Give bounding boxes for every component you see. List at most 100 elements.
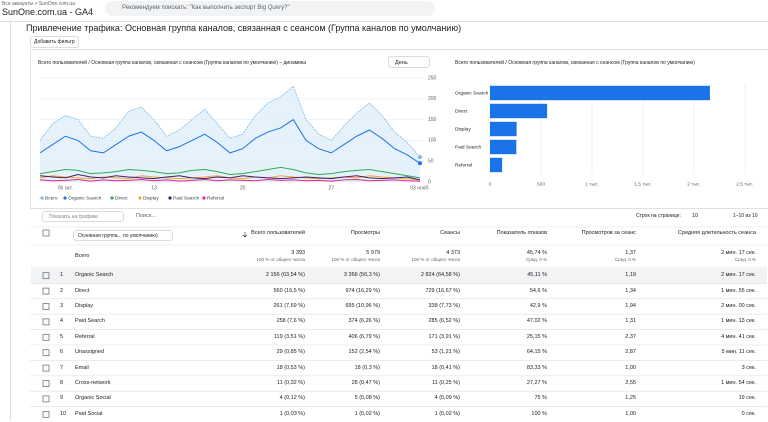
- add-filter-button[interactable]: Добавить фильтр: [30, 36, 79, 48]
- cell: 2,37: [625, 333, 636, 340]
- cell: 83,33 %: [526, 364, 547, 371]
- row-number: 4: [60, 318, 64, 325]
- cell: 406 (6,79 %): [348, 333, 381, 340]
- total-share: Сред. 0 %: [734, 257, 756, 262]
- cell: 27,27 %: [526, 380, 547, 386]
- cell: 64,15 %: [526, 349, 547, 356]
- cell: 1,31: [625, 318, 636, 325]
- column-header[interactable]: Показатель отказов: [496, 230, 547, 236]
- column-header[interactable]: Сеансы: [440, 230, 460, 236]
- cell: 54,6 %: [529, 287, 547, 294]
- cell: 3 366 (56,3 %): [343, 272, 380, 279]
- cell: 42,9 %: [529, 303, 547, 309]
- row-number: 1: [60, 272, 64, 279]
- rows-per-page-label: Строк на странице:: [636, 213, 681, 219]
- sidebar: [0, 22, 11, 421]
- channel-name[interactable]: Email: [75, 364, 89, 371]
- total-value: 2 мин. 17 сек.: [721, 250, 756, 256]
- channel-name[interactable]: Organic Social: [75, 395, 111, 402]
- cell: 2 мин. 17 сек.: [721, 272, 756, 279]
- cell: 258 (7,6 %): [276, 318, 305, 325]
- page-range: 1–10 из 10: [733, 213, 758, 219]
- channel-name[interactable]: Unassigned: [75, 349, 105, 356]
- channel-name[interactable]: Display: [75, 303, 94, 309]
- cell: 4 (0,12 %): [279, 395, 305, 402]
- cell: 5 (0,08 %): [354, 395, 380, 402]
- total-share: Сред. 0 %: [525, 257, 547, 262]
- rows-per-page[interactable]: 10: [692, 213, 699, 219]
- cell: 374 (6,26 %): [348, 318, 381, 325]
- dimension-dropdown[interactable]: Основная группа... по умолчанию): [73, 230, 173, 241]
- channel-name[interactable]: Cross-network: [75, 380, 111, 386]
- cell: 11 (0,25 %): [431, 380, 460, 386]
- channel-name[interactable]: Paid Social: [75, 410, 103, 417]
- cell: 1 (0,03 %): [279, 410, 305, 417]
- row-number: 3: [60, 303, 64, 309]
- row-number: 6: [60, 349, 64, 356]
- period-dropdown[interactable]: День: [388, 56, 430, 68]
- plot-button[interactable]: Показать на графике: [42, 211, 124, 222]
- channel-name[interactable]: Organic Search: [75, 272, 114, 279]
- cell: 29 (0,85 %): [276, 349, 305, 356]
- table-panel: [30, 208, 767, 422]
- row-number: 2: [60, 287, 64, 294]
- total-label: Всего: [75, 253, 90, 259]
- cell: 4 мин. 41 сек.: [721, 333, 756, 340]
- cell: 28 (0,47 %): [351, 380, 380, 386]
- total-value: 5 979: [366, 250, 380, 256]
- cell: 1,19: [625, 272, 636, 279]
- cell: 1 (0,02 %): [354, 410, 380, 417]
- total-share: 100 % от общего числа: [331, 257, 381, 262]
- cell: 45,11 %: [527, 272, 547, 279]
- cell: 11 (0,32 %): [276, 380, 305, 386]
- cell: 655 (10,96 %): [345, 303, 380, 309]
- column-header[interactable]: Всего пользователей: [251, 230, 305, 236]
- channel-name[interactable]: Paid Search: [75, 318, 105, 325]
- cell: 560 (16,5 %): [273, 287, 306, 294]
- total-share: 100 % от общего числа: [411, 257, 461, 262]
- line-chart-title: Всего пользователей / Основная группа ка…: [38, 60, 307, 66]
- channel-name[interactable]: Referral: [75, 333, 95, 340]
- cell: 974 (16,29 %): [345, 287, 380, 294]
- row-number: 7: [60, 364, 64, 371]
- cell: 1,00: [625, 410, 636, 417]
- breadcrumb[interactable]: Все аккаунты > SunOne.com.ua: [2, 1, 75, 7]
- column-header[interactable]: Просмотров за сеанс: [581, 230, 636, 236]
- column-header[interactable]: Просмотры: [350, 230, 380, 236]
- cell: 18 (0,41 %): [431, 364, 460, 371]
- charts-panel: [30, 49, 768, 209]
- row-number: 9: [60, 395, 64, 402]
- cell: 2,55: [625, 380, 636, 386]
- cell: 53 (1,21 %): [431, 349, 460, 356]
- column-header[interactable]: Средняя длительность сеанса: [677, 230, 756, 236]
- cell: 1,94: [625, 303, 636, 309]
- table-search[interactable]: Поиск...: [136, 213, 156, 219]
- cell: 2 824 (64,58 %): [420, 272, 460, 279]
- cell: 25,15 %: [526, 333, 547, 340]
- cell: 1 (0,02 %): [434, 410, 460, 417]
- total-share: Сред. 0 %: [614, 257, 636, 262]
- cell: 1 мин. 55 сек.: [721, 287, 756, 294]
- cell: 19 сек.: [738, 395, 756, 402]
- cell: 18 (0,53 %): [276, 364, 305, 371]
- cell: 338 (7,73 %): [428, 303, 461, 309]
- search-box[interactable]: [105, 1, 435, 16]
- row-number: 10: [60, 410, 67, 417]
- cell: 4 (0,09 %): [434, 395, 460, 402]
- bar-chart-title: Всего пользователей / Основная группа ка…: [455, 60, 695, 66]
- cell: 5 мин. 11 сек.: [721, 349, 756, 356]
- cell: 47,02 %: [526, 318, 547, 325]
- page-title: Привлечение трафика: Основная группа кан…: [26, 23, 462, 33]
- total-value: 4 373: [446, 250, 460, 256]
- cell: 75 %: [534, 395, 547, 402]
- cell: 18 (0,3 %): [354, 364, 380, 371]
- cell: 1,00: [625, 364, 636, 371]
- cell: 729 (16,67 %): [425, 287, 460, 294]
- total-value: 1,37: [625, 250, 636, 256]
- search-hint: Рекомендуем поискать: "Как выполнить экс…: [122, 5, 290, 11]
- total-value: 45,74 %: [526, 250, 547, 256]
- channel-name[interactable]: Direct: [75, 287, 90, 294]
- property-name[interactable]: SunOne.com.ua - GA4: [2, 7, 94, 17]
- row-number: 8: [60, 380, 64, 386]
